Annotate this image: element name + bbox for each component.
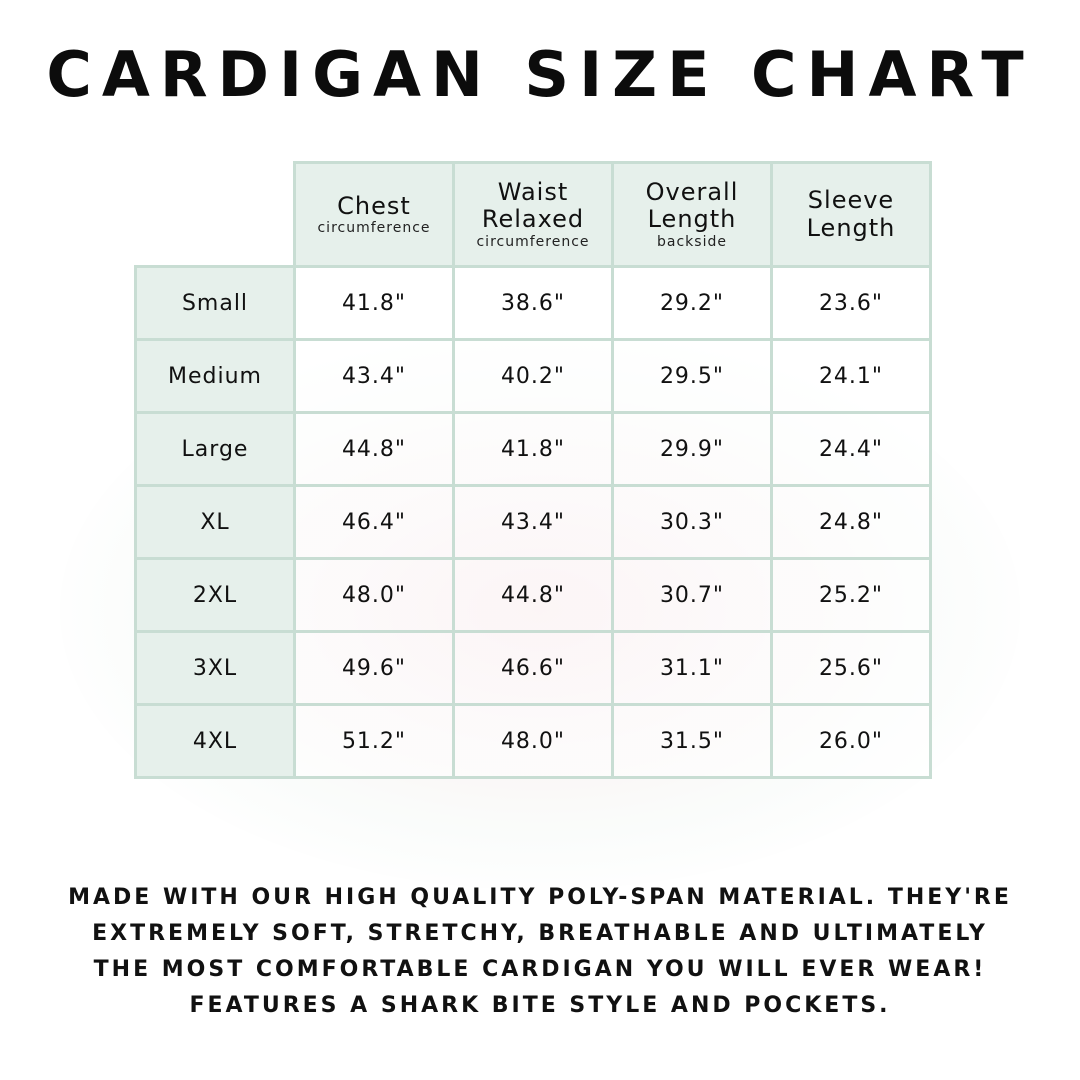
measurement-cell: 51.2" bbox=[293, 703, 455, 779]
table-row: Medium 43.4" 40.2" 29.5" 24.1" bbox=[134, 338, 932, 414]
measurement-cell: 41.8" bbox=[293, 265, 455, 341]
measurement-cell: 41.8" bbox=[452, 411, 614, 487]
measurement-cell: 25.2" bbox=[770, 557, 932, 633]
header-sublabel: circumference bbox=[476, 234, 590, 251]
header-label: Chest bbox=[337, 191, 411, 220]
header-sublabel: backside bbox=[657, 234, 727, 251]
measurement-cell: 30.7" bbox=[611, 557, 773, 633]
header-label-line2: Length bbox=[647, 205, 737, 234]
header-label: Overall bbox=[645, 177, 739, 206]
table-row: Small 41.8" 38.6" 29.2" 23.6" bbox=[134, 265, 932, 341]
column-header: Chest circumference bbox=[293, 161, 455, 268]
size-label: Medium bbox=[134, 338, 296, 414]
measurement-cell: 31.1" bbox=[611, 630, 773, 706]
size-label: 3XL bbox=[134, 630, 296, 706]
measurement-cell: 46.6" bbox=[452, 630, 614, 706]
measurement-cell: 49.6" bbox=[293, 630, 455, 706]
header-label: Sleeve bbox=[807, 185, 895, 214]
measurement-cell: 24.8" bbox=[770, 484, 932, 560]
measurement-cell: 29.2" bbox=[611, 265, 773, 341]
measurement-cell: 30.3" bbox=[611, 484, 773, 560]
column-header: Waist Relaxed circumference bbox=[452, 161, 614, 268]
measurement-cell: 29.5" bbox=[611, 338, 773, 414]
size-label: Small bbox=[134, 265, 296, 341]
header-label-line2: Length bbox=[806, 213, 896, 242]
measurement-cell: 23.6" bbox=[770, 265, 932, 341]
table-row: 3XL 49.6" 46.6" 31.1" 25.6" bbox=[134, 630, 932, 706]
measurement-cell: 38.6" bbox=[452, 265, 614, 341]
measurement-cell: 25.6" bbox=[770, 630, 932, 706]
description-line: extremely soft, stretchy, breathable and… bbox=[92, 921, 988, 946]
column-header: Sleeve Length bbox=[770, 161, 932, 268]
description-line: Made with our high quality poly-span mat… bbox=[68, 885, 1012, 910]
measurement-cell: 43.4" bbox=[293, 338, 455, 414]
measurement-cell: 44.8" bbox=[452, 557, 614, 633]
measurement-cell: 26.0" bbox=[770, 703, 932, 779]
size-label: 2XL bbox=[134, 557, 296, 633]
header-sublabel: circumference bbox=[317, 220, 431, 237]
measurement-cell: 44.8" bbox=[293, 411, 455, 487]
table-row: Large 44.8" 41.8" 29.9" 24.4" bbox=[134, 411, 932, 487]
measurement-cell: 24.1" bbox=[770, 338, 932, 414]
header-label: Waist bbox=[497, 177, 569, 206]
measurement-cell: 48.0" bbox=[293, 557, 455, 633]
measurement-cell: 31.5" bbox=[611, 703, 773, 779]
description-line: the most comfortable cardigan you will e… bbox=[93, 957, 987, 982]
header-row: Chest circumference Waist Relaxed circum… bbox=[136, 161, 932, 268]
header-label-line2: Relaxed bbox=[481, 205, 585, 234]
column-header: Overall Length backside bbox=[611, 161, 773, 268]
table-row: XL 46.4" 43.4" 30.3" 24.8" bbox=[134, 484, 932, 560]
description: Made with our high quality poly-span mat… bbox=[0, 880, 1080, 1024]
table-row: 2XL 48.0" 44.8" 30.7" 25.2" bbox=[134, 557, 932, 633]
size-label: 4XL bbox=[134, 703, 296, 779]
measurement-cell: 43.4" bbox=[452, 484, 614, 560]
corner-cell bbox=[136, 163, 295, 267]
table-row: 4XL 51.2" 48.0" 31.5" 26.0" bbox=[134, 703, 932, 779]
size-table: Chest circumference Waist Relaxed circum… bbox=[134, 161, 932, 779]
measurement-cell: 24.4" bbox=[770, 411, 932, 487]
measurement-cell: 48.0" bbox=[452, 703, 614, 779]
size-label: XL bbox=[134, 484, 296, 560]
measurement-cell: 29.9" bbox=[611, 411, 773, 487]
measurement-cell: 40.2" bbox=[452, 338, 614, 414]
description-line: Features a shark bite style and pockets. bbox=[189, 993, 891, 1018]
measurement-cell: 46.4" bbox=[293, 484, 455, 560]
page-title: CARDIGAN SIZE CHART bbox=[46, 38, 1034, 111]
size-label: Large bbox=[134, 411, 296, 487]
